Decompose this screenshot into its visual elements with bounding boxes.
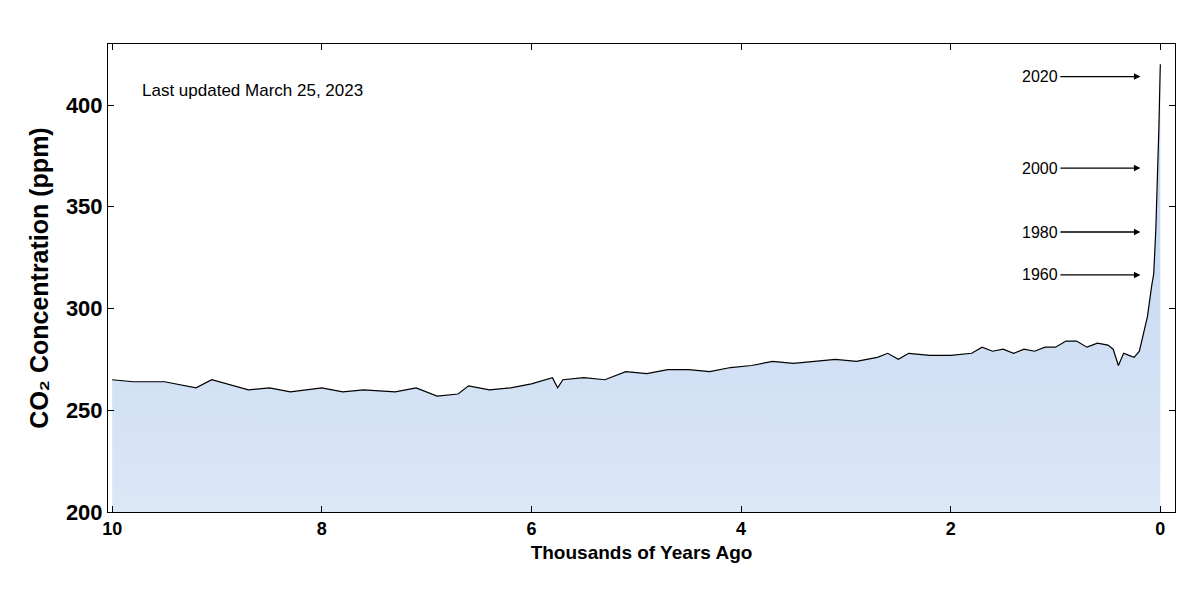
svg-text:250: 250 <box>66 398 103 423</box>
svg-text:6: 6 <box>526 519 536 539</box>
svg-text:2000: 2000 <box>1022 160 1058 177</box>
svg-text:1980: 1980 <box>1022 224 1058 241</box>
svg-text:2: 2 <box>946 519 956 539</box>
svg-text:Last updated March 25, 2023: Last updated March 25, 2023 <box>142 81 363 100</box>
svg-text:8: 8 <box>317 519 327 539</box>
svg-text:400: 400 <box>66 93 103 118</box>
svg-text:1960: 1960 <box>1022 266 1058 283</box>
svg-text:10: 10 <box>102 519 122 539</box>
svg-text:Thousands of Years Ago: Thousands of Years Ago <box>531 542 753 563</box>
svg-text:CO₂ Concentration (ppm): CO₂ Concentration (ppm) <box>25 127 53 428</box>
svg-text:0: 0 <box>1155 519 1165 539</box>
svg-text:350: 350 <box>66 194 103 219</box>
svg-text:300: 300 <box>66 296 103 321</box>
svg-text:200: 200 <box>66 500 103 525</box>
svg-text:4: 4 <box>736 519 746 539</box>
svg-text:2020: 2020 <box>1022 68 1058 85</box>
